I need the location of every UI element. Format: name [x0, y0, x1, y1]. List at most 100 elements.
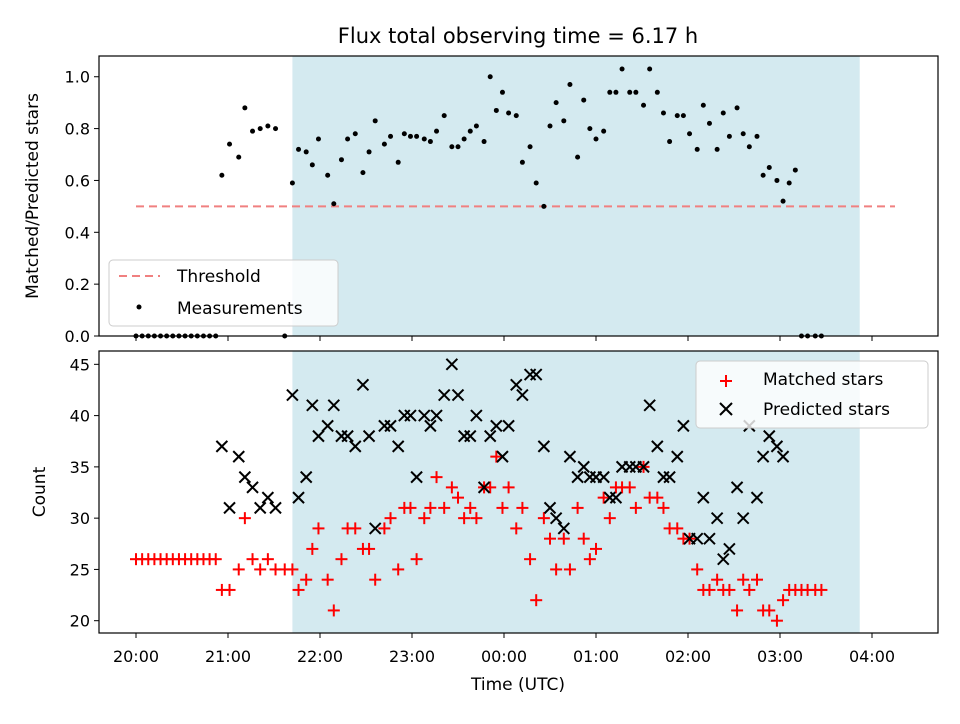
legend-threshold-label: Threshold: [176, 267, 261, 287]
measurement-point: [647, 66, 653, 72]
predicted-star-marker: [502, 419, 515, 433]
predicted-star-marker: [327, 399, 341, 412]
bottom-legend: Matched stars Predicted stars: [695, 360, 929, 429]
matched-star-marker: [590, 542, 602, 555]
measurement-point: [388, 133, 394, 139]
top-shaded-region: [292, 56, 860, 336]
measurement-point: [395, 159, 401, 165]
top-y-tick-label: 0.0: [65, 327, 90, 346]
measurement-point: [499, 89, 505, 95]
matched-star-marker: [246, 553, 259, 566]
matched-star-marker: [312, 522, 325, 535]
predicted-star-marker: [776, 450, 790, 463]
measurement-point: [493, 107, 499, 113]
measurement-point: [441, 113, 447, 119]
legend-predicted-label: Predicted stars: [763, 400, 890, 420]
predicted-star-marker: [690, 532, 704, 545]
predicted-star-marker: [697, 491, 710, 504]
predicted-star-marker: [451, 388, 465, 402]
measurement-point: [674, 113, 680, 119]
matched-star-marker: [418, 512, 431, 525]
predicted-star-marker: [312, 429, 325, 443]
predicted-star-marker: [418, 409, 431, 422]
matched-star-marker: [458, 512, 471, 525]
predicted-star-marker: [232, 450, 245, 463]
measurement-point: [289, 180, 295, 186]
measurement-point: [754, 133, 760, 139]
predicted-star-marker: [437, 388, 451, 402]
matched-star-marker: [743, 583, 756, 596]
matched-star-marker: [723, 583, 736, 596]
matched-star-marker: [424, 501, 437, 514]
matched-star-marker: [223, 583, 236, 596]
bottom-y-tick-label: 45: [70, 355, 90, 374]
matched-star-marker: [335, 553, 348, 566]
measurement-point: [786, 180, 792, 186]
top-y-tick-label: 0.8: [65, 120, 90, 139]
matched-star-marker: [464, 501, 477, 514]
measurement-point: [533, 180, 539, 186]
predicted-star-marker: [464, 429, 477, 443]
predicted-star-marker: [253, 501, 267, 515]
matched-star-marker: [763, 604, 776, 617]
measurement-point: [607, 89, 613, 95]
measurement-point: [414, 133, 420, 139]
matched-star-marker: [671, 522, 684, 535]
measurement-point: [627, 89, 633, 95]
matched-star-marker: [321, 573, 334, 586]
predicted-star-marker: [557, 522, 571, 535]
predicted-star-marker: [391, 440, 405, 453]
matched-star-marker: [502, 481, 515, 494]
predicted-star-marker: [597, 470, 610, 484]
matched-star-marker: [751, 573, 763, 586]
predicted-star-marker: [223, 501, 236, 515]
measurement-point: [581, 97, 587, 103]
x-tick-label: 23:00: [389, 647, 435, 666]
predicted-star-marker: [703, 532, 716, 545]
matched-star-marker: [209, 553, 222, 566]
matched-star-marker: [470, 512, 483, 525]
measurement-point: [325, 172, 331, 178]
measurement-point: [567, 82, 573, 88]
measurement-point: [219, 172, 225, 178]
predicted-star-marker: [643, 399, 656, 412]
matched-star-marker: [452, 491, 464, 504]
legend-measurements-label: Measurements: [177, 299, 303, 319]
predicted-star-marker: [445, 358, 459, 371]
top-y-tick-label: 0.6: [65, 171, 90, 190]
predicted-star-marker: [238, 470, 252, 484]
measurement-point: [257, 126, 263, 132]
matched-star-marker: [577, 532, 590, 545]
measurement-point: [680, 113, 686, 119]
top-legend-box: [108, 259, 339, 327]
measurement-point: [473, 123, 479, 129]
bottom-y-tick-label: 35: [70, 458, 90, 477]
predicted-star-marker: [490, 419, 503, 433]
bottom-y-tick-label: 25: [70, 560, 90, 579]
x-tick-label: 00:00: [481, 647, 527, 666]
matched-star-marker: [306, 542, 319, 555]
predicted-star-marker: [368, 522, 382, 535]
matched-star-marker: [651, 491, 664, 504]
predicted-star-marker: [537, 440, 551, 453]
matched-star-marker: [349, 522, 362, 535]
measurement-point: [331, 201, 337, 207]
measurement-point: [352, 131, 358, 137]
predicted-star-marker: [321, 419, 334, 433]
x-tick-label: 22:00: [297, 647, 343, 666]
matched-star-marker: [286, 563, 299, 576]
top-y-tick-label: 0.2: [65, 275, 90, 294]
predicted-star-marker: [470, 409, 483, 422]
matched-star-marker: [571, 501, 584, 514]
x-tick-label: 20:00: [113, 647, 159, 666]
measurement-point: [527, 144, 533, 150]
matched-star-marker: [490, 450, 503, 463]
measurement-point: [345, 136, 351, 142]
matched-star-marker: [657, 501, 670, 514]
measurement-point: [660, 110, 666, 116]
matched-star-marker: [404, 501, 417, 514]
measurement-point: [746, 144, 752, 150]
matched-star-marker: [530, 594, 543, 607]
measurement-point: [372, 118, 378, 124]
measurement-point: [467, 128, 473, 134]
